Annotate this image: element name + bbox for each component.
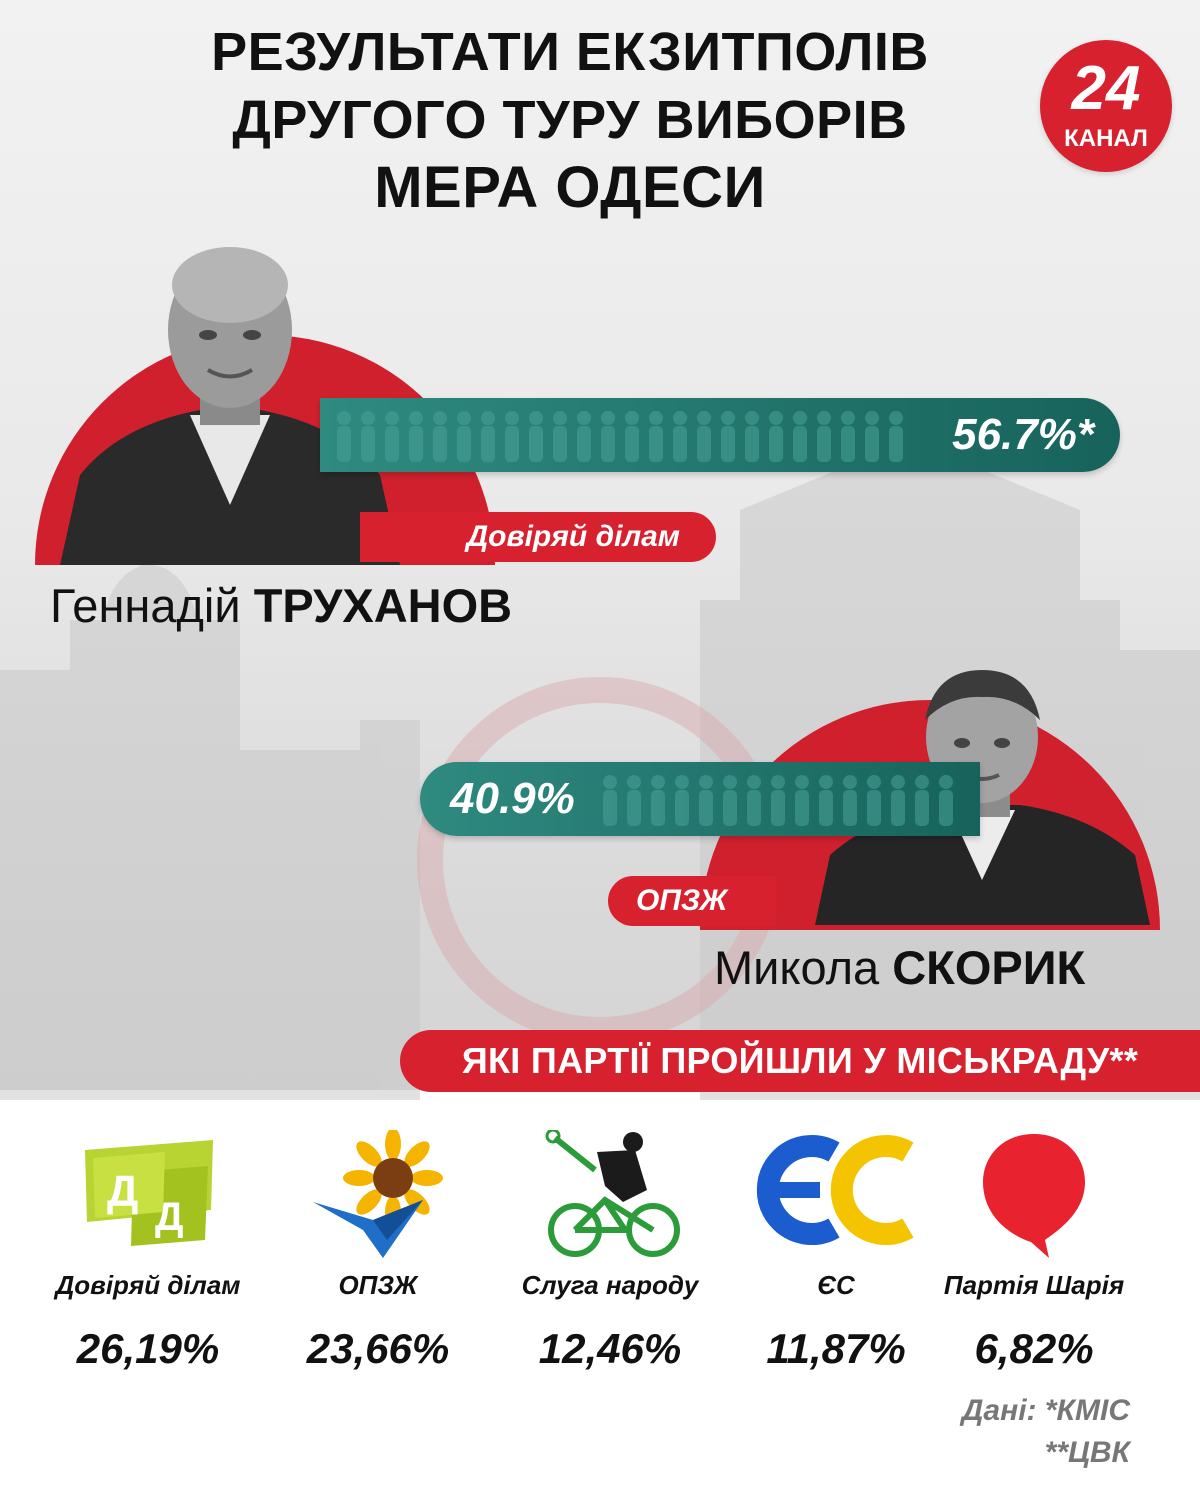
source-cvk: **ЦВК bbox=[1044, 1436, 1130, 1469]
party-name: ОПЗЖ bbox=[338, 1270, 418, 1300]
title-line-3: МЕРА ОДЕСИ bbox=[374, 155, 766, 220]
party-tag-trukhanov: Довіряй ділам bbox=[360, 512, 716, 562]
party-percent: 26,19% bbox=[76, 1325, 220, 1372]
source-kmis: Дані: *КМІС bbox=[961, 1394, 1130, 1427]
yes-logo-icon bbox=[756, 1135, 914, 1245]
sharii-balloon-icon bbox=[983, 1134, 1085, 1258]
result-value-trukhanov: 56.7%* bbox=[952, 410, 1094, 459]
sluha-narodu-cyclist-icon bbox=[545, 1130, 680, 1257]
party-name: Довіряй ділам bbox=[55, 1270, 241, 1300]
candidate-first-name: Геннадій bbox=[50, 579, 241, 632]
logo-number: 24 bbox=[1071, 54, 1141, 123]
candidate-name-skoryk: Микола СКОРИК bbox=[714, 940, 1085, 995]
people-pattern-icon bbox=[337, 411, 903, 462]
result-bar-skoryk: 40.9% bbox=[420, 762, 980, 836]
party-tag-skoryk: ОПЗЖ bbox=[608, 876, 776, 926]
title-line-1: РЕЗУЛЬТАТИ ЕКЗИТПОЛІВ bbox=[211, 22, 929, 82]
candidate-last-name: ТРУХАНОВ bbox=[253, 579, 513, 632]
party-name: ЄС bbox=[817, 1270, 855, 1300]
title-line-2: ДРУГОГО ТУРУ ВИБОРІВ bbox=[232, 90, 908, 150]
dd-logo-icon: Д Д bbox=[85, 1140, 213, 1246]
council-section-banner: ЯКІ ПАРТІЇ ПРОЙШЛИ У МІСЬКРАДУ** bbox=[400, 1030, 1200, 1092]
party-name: Слуга народу bbox=[521, 1270, 699, 1300]
svg-text:Д: Д bbox=[155, 1195, 184, 1239]
candidate-first-name: Микола bbox=[714, 941, 880, 994]
party-percent: 11,87% bbox=[766, 1325, 906, 1372]
logo-word: КАНАЛ bbox=[1064, 125, 1148, 152]
svg-text:Д: Д bbox=[107, 1167, 138, 1216]
opzzh-sunflower-icon bbox=[313, 1130, 443, 1258]
party-percent: 12,46% bbox=[538, 1325, 682, 1372]
channel-24-logo: 24 КАНАЛ bbox=[1040, 40, 1172, 172]
people-pattern-icon bbox=[603, 775, 953, 826]
party-percent: 6,82% bbox=[974, 1325, 1094, 1372]
candidate-photo-trukhanov bbox=[60, 247, 400, 565]
page-title: РЕЗУЛЬТАТИ ЕКЗИТПОЛІВ ДРУГОГО ТУРУ ВИБОР… bbox=[100, 18, 1040, 222]
candidate-last-name: СКОРИК bbox=[892, 941, 1086, 994]
candidate-name-trukhanov: Геннадій ТРУХАНОВ bbox=[50, 578, 512, 633]
result-bar-trukhanov: 56.7%* bbox=[320, 398, 1120, 472]
party-name: Партія Шарія bbox=[943, 1270, 1125, 1300]
party-percent: 23,66% bbox=[306, 1325, 450, 1372]
result-value-skoryk: 40.9% bbox=[450, 774, 575, 823]
